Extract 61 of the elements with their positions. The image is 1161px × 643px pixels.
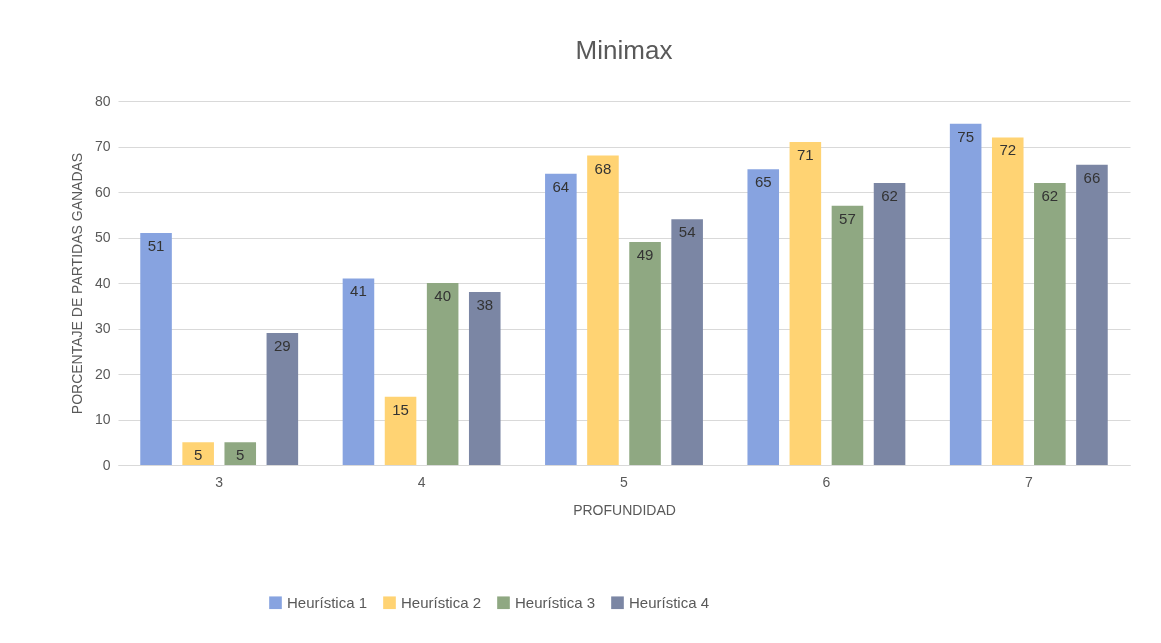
y-tick-label: 80 bbox=[94, 92, 111, 109]
data-label: 57 bbox=[839, 209, 856, 227]
bar bbox=[140, 232, 172, 465]
data-label: 66 bbox=[1083, 168, 1101, 186]
x-tick-label: 4 bbox=[417, 473, 426, 490]
bar bbox=[991, 137, 1024, 465]
bar bbox=[1034, 182, 1066, 465]
legend-label: Heurística 4 bbox=[629, 593, 710, 611]
x-axis-title: PROFUNDIDAD bbox=[573, 501, 676, 518]
bar bbox=[342, 278, 375, 465]
y-tick-label: 50 bbox=[94, 229, 111, 245]
bar bbox=[629, 242, 661, 465]
chart-title: Minimax bbox=[575, 35, 673, 65]
x-tick-label: 6 bbox=[822, 473, 831, 490]
bar bbox=[587, 155, 619, 465]
y-tick-label: 20 bbox=[94, 365, 111, 382]
bar bbox=[1076, 164, 1108, 465]
legend-label: Heurística 2 bbox=[401, 593, 482, 611]
data-label: 75 bbox=[957, 127, 974, 145]
x-tick-label: 5 bbox=[620, 473, 629, 490]
bar bbox=[873, 182, 906, 465]
legend-label: Heurística 1 bbox=[287, 593, 368, 611]
bar bbox=[384, 396, 417, 465]
data-label: 5 bbox=[236, 446, 245, 464]
data-label: 41 bbox=[350, 282, 367, 300]
bar bbox=[545, 173, 577, 465]
bar bbox=[182, 442, 214, 465]
data-label: 51 bbox=[147, 236, 165, 254]
y-tick-label: 10 bbox=[94, 411, 111, 427]
bar bbox=[671, 219, 703, 465]
data-label: 54 bbox=[678, 223, 696, 241]
bar bbox=[747, 169, 780, 465]
data-label: 62 bbox=[1041, 186, 1059, 204]
y-tick-label: 40 bbox=[94, 274, 111, 291]
data-label: 15 bbox=[392, 400, 409, 418]
bar bbox=[224, 442, 257, 465]
y-tick-label: 30 bbox=[94, 320, 111, 336]
y-tick-label: 0 bbox=[102, 456, 111, 473]
y-tick-label: 60 bbox=[94, 183, 111, 200]
bar bbox=[266, 333, 299, 465]
data-label: 65 bbox=[754, 173, 772, 191]
bar bbox=[468, 292, 501, 465]
x-tick-label: 7 bbox=[1024, 473, 1033, 490]
x-tick-label: 3 bbox=[215, 473, 224, 490]
data-label: 29 bbox=[274, 337, 291, 355]
y-tick-label: 70 bbox=[94, 138, 111, 154]
bar bbox=[426, 283, 459, 465]
y-axis-title: PORCENTAJE DE PARTIDAS GANADAS bbox=[68, 152, 85, 415]
data-label: 5 bbox=[193, 446, 203, 464]
data-label: 68 bbox=[594, 159, 612, 177]
data-label: 62 bbox=[881, 186, 898, 204]
legend-label: Heurística 3 bbox=[515, 593, 596, 611]
data-label: 40 bbox=[434, 287, 451, 304]
data-label: 49 bbox=[636, 246, 654, 264]
data-label: 71 bbox=[797, 145, 814, 163]
data-label: 72 bbox=[999, 141, 1017, 159]
data-label: 64 bbox=[552, 177, 570, 195]
bar bbox=[789, 141, 822, 465]
bar bbox=[949, 123, 982, 465]
bar bbox=[831, 205, 864, 465]
data-label: 38 bbox=[476, 296, 494, 314]
